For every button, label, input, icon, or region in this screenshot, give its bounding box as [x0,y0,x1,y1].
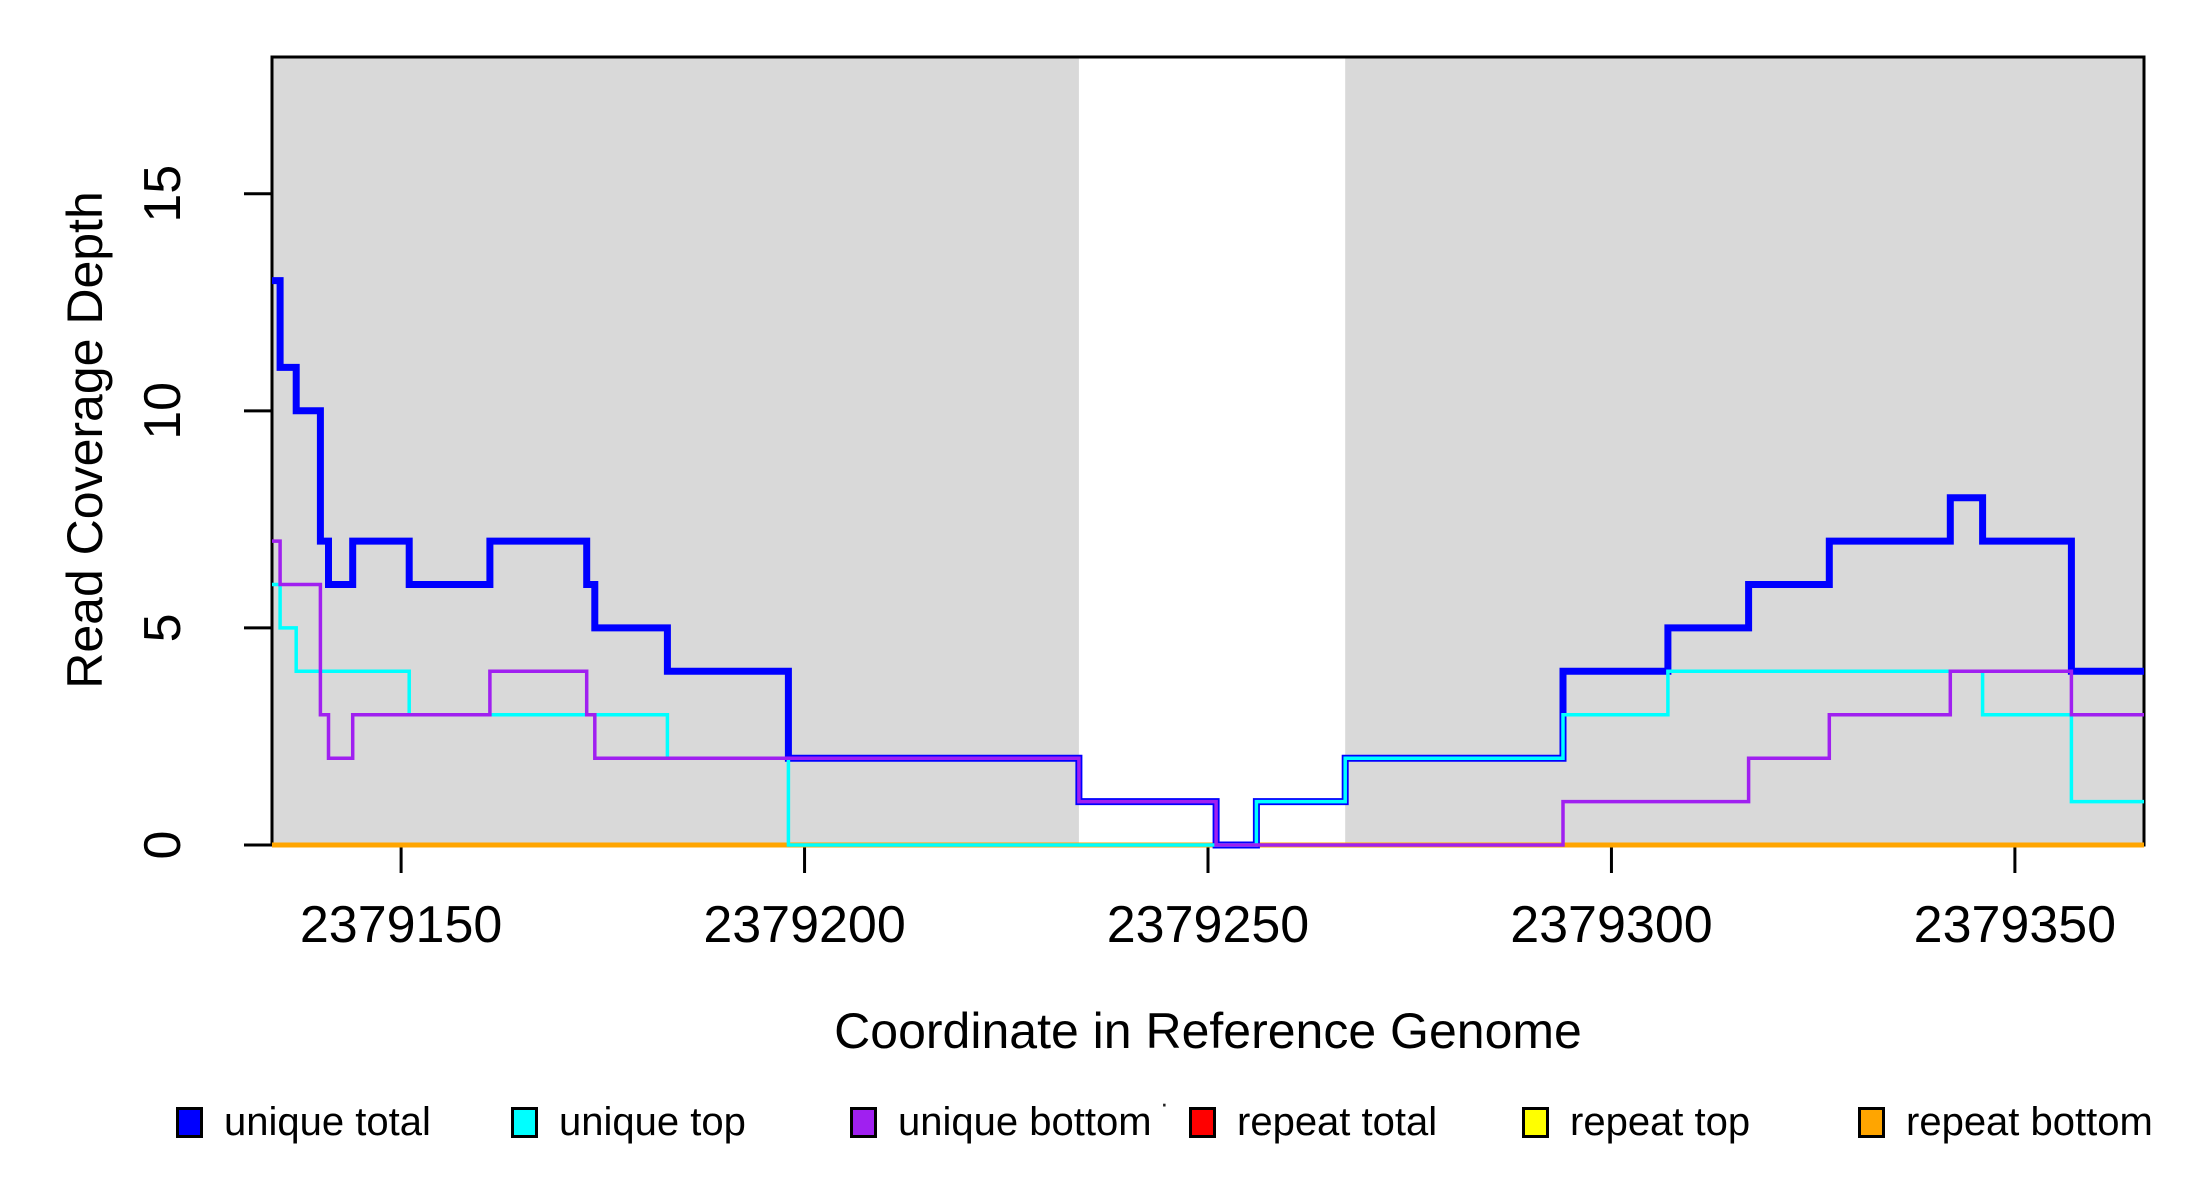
legend-label: unique total [224,1099,431,1144]
x-axis-title: Coordinate in Reference Genome [834,1003,1582,1059]
shaded-region-0 [272,57,1079,845]
legend-label: repeat bottom [1906,1099,2153,1144]
legend-swatch-repeat-bottom [1858,1106,1885,1138]
y-tick-label: 15 [134,165,192,223]
x-tick-label: 2379200 [703,896,905,954]
legend-label: repeat top [1570,1099,1751,1144]
legend-item-unique-top: unique top [511,1099,746,1144]
legend: unique total unique top unique bottom repea… [0,1099,2200,1145]
legend-swatch-unique-total [176,1106,203,1138]
stray-dot-mark: · [1160,1088,1169,1118]
legend-label: repeat total [1237,1099,1438,1144]
series-line-unique-top [272,582,2144,847]
legend-item-unique-bottom: unique bottom [850,1099,1152,1144]
legend-swatch-repeat-total [1189,1106,1216,1138]
y-tick-label: 0 [134,831,192,860]
y-axis-title: Read Coverage Depth [57,191,113,689]
x-tick-label: 2379150 [300,896,502,954]
x-tick-label: 2379250 [1107,896,1309,954]
legend-label: unique top [559,1099,746,1144]
y-tick-label: 10 [134,382,192,440]
legend-swatch-unique-top [511,1106,538,1138]
legend-swatch-repeat-top [1522,1106,1549,1138]
x-tick-label: 2379300 [1510,896,1712,954]
legend-item-unique-total: unique total [176,1099,431,1144]
y-tick-label: 5 [134,613,192,642]
legend-swatch-unique-bottom [850,1106,877,1138]
legend-item-repeat-total: repeat total [1189,1099,1438,1144]
legend-item-repeat-top: repeat top [1522,1099,1751,1144]
x-tick-label: 2379350 [1914,896,2116,954]
series-line-unique-bottom [272,539,2144,847]
legend-item-repeat-bottom: repeat bottom [1858,1099,2153,1144]
legend-label: unique bottom [898,1099,1152,1144]
shaded-region-1 [1345,57,2144,845]
